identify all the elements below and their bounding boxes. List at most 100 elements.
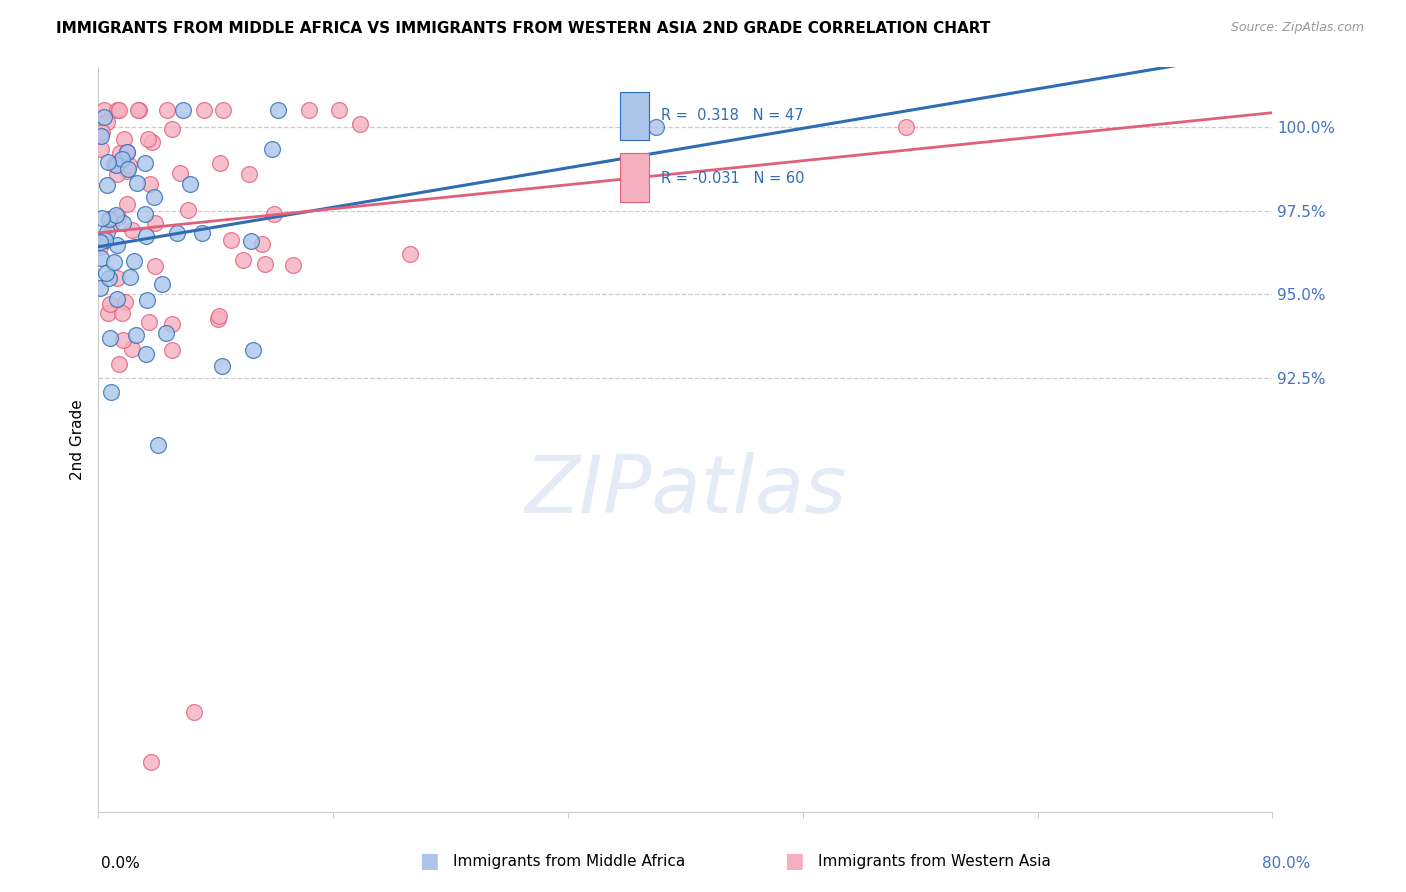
Point xyxy=(211,359,233,373)
Point xyxy=(96,178,118,192)
Point xyxy=(89,235,111,249)
Point xyxy=(98,331,121,345)
Point xyxy=(150,277,173,292)
Point xyxy=(98,296,121,310)
Point xyxy=(253,257,276,271)
Point xyxy=(242,343,264,358)
Point xyxy=(111,152,134,166)
Point xyxy=(349,117,371,131)
Y-axis label: 2nd Grade: 2nd Grade xyxy=(70,399,86,480)
Point xyxy=(250,237,273,252)
Point xyxy=(283,258,305,272)
Point xyxy=(94,266,117,280)
Point xyxy=(122,253,145,268)
Text: ■: ■ xyxy=(419,851,439,871)
Point xyxy=(141,135,163,149)
Point xyxy=(267,103,290,118)
Point xyxy=(97,271,120,285)
Point xyxy=(134,156,156,170)
Point xyxy=(179,177,201,191)
Point xyxy=(112,132,135,146)
Point xyxy=(238,167,260,181)
Point xyxy=(93,103,115,118)
Point xyxy=(155,326,177,341)
Point xyxy=(136,132,159,146)
Point xyxy=(398,247,420,261)
Point xyxy=(107,357,129,371)
Point xyxy=(90,142,112,156)
Point xyxy=(263,207,285,221)
Point xyxy=(111,306,134,320)
Point xyxy=(94,233,117,247)
Point xyxy=(138,316,160,330)
Point xyxy=(96,225,118,239)
Point xyxy=(121,342,143,356)
Point xyxy=(328,103,350,118)
Text: Source: ZipAtlas.com: Source: ZipAtlas.com xyxy=(1230,21,1364,34)
Point xyxy=(103,255,125,269)
Point xyxy=(111,216,134,230)
Point xyxy=(107,167,129,181)
Point xyxy=(100,385,122,400)
Point xyxy=(232,253,254,268)
Point xyxy=(115,164,138,178)
Point xyxy=(212,103,235,118)
Point xyxy=(93,110,115,124)
Point xyxy=(125,177,148,191)
Point xyxy=(105,238,128,252)
Point xyxy=(100,219,122,233)
Point xyxy=(160,122,183,136)
Point xyxy=(160,317,183,331)
Point xyxy=(103,157,125,171)
Point xyxy=(96,115,118,129)
Point xyxy=(105,208,128,222)
Point xyxy=(219,233,242,247)
Point xyxy=(94,233,117,247)
Text: ZIPatlas: ZIPatlas xyxy=(524,452,846,531)
Text: Immigrants from Middle Africa: Immigrants from Middle Africa xyxy=(453,854,685,869)
Point xyxy=(97,306,120,320)
Point xyxy=(105,103,128,118)
Point xyxy=(108,145,131,160)
Point xyxy=(146,437,169,451)
Point xyxy=(645,120,668,134)
Point xyxy=(117,158,139,172)
Point xyxy=(97,155,120,169)
Point xyxy=(89,281,111,295)
Point xyxy=(190,226,212,240)
Point xyxy=(240,235,263,249)
Text: IMMIGRANTS FROM MIDDLE AFRICA VS IMMIGRANTS FROM WESTERN ASIA 2ND GRADE CORRELAT: IMMIGRANTS FROM MIDDLE AFRICA VS IMMIGRA… xyxy=(56,21,991,36)
Point xyxy=(115,145,138,160)
Point xyxy=(156,103,179,118)
Text: Immigrants from Western Asia: Immigrants from Western Asia xyxy=(818,854,1052,869)
Point xyxy=(169,166,191,180)
Point xyxy=(139,755,162,769)
Point xyxy=(107,103,129,118)
Text: ■: ■ xyxy=(785,851,804,871)
Point xyxy=(115,197,138,211)
Point xyxy=(176,202,198,217)
Point xyxy=(143,216,166,230)
Text: 0.0%: 0.0% xyxy=(101,856,141,871)
Point xyxy=(114,294,136,309)
Point xyxy=(183,705,205,719)
Point xyxy=(121,223,143,237)
Point xyxy=(136,293,159,308)
Point xyxy=(89,240,111,254)
Point xyxy=(90,211,112,226)
Point xyxy=(172,103,194,118)
Point xyxy=(127,103,149,118)
Point xyxy=(90,128,112,143)
Text: 80.0%: 80.0% xyxy=(1263,856,1310,871)
Point xyxy=(107,271,129,285)
Point xyxy=(143,190,166,204)
Point xyxy=(207,312,229,326)
Point xyxy=(118,270,141,285)
Point xyxy=(260,142,283,156)
Point xyxy=(105,158,128,172)
Point xyxy=(193,103,215,118)
Point xyxy=(143,259,166,273)
Point xyxy=(208,155,231,169)
Point xyxy=(111,333,134,347)
Point xyxy=(91,125,114,139)
